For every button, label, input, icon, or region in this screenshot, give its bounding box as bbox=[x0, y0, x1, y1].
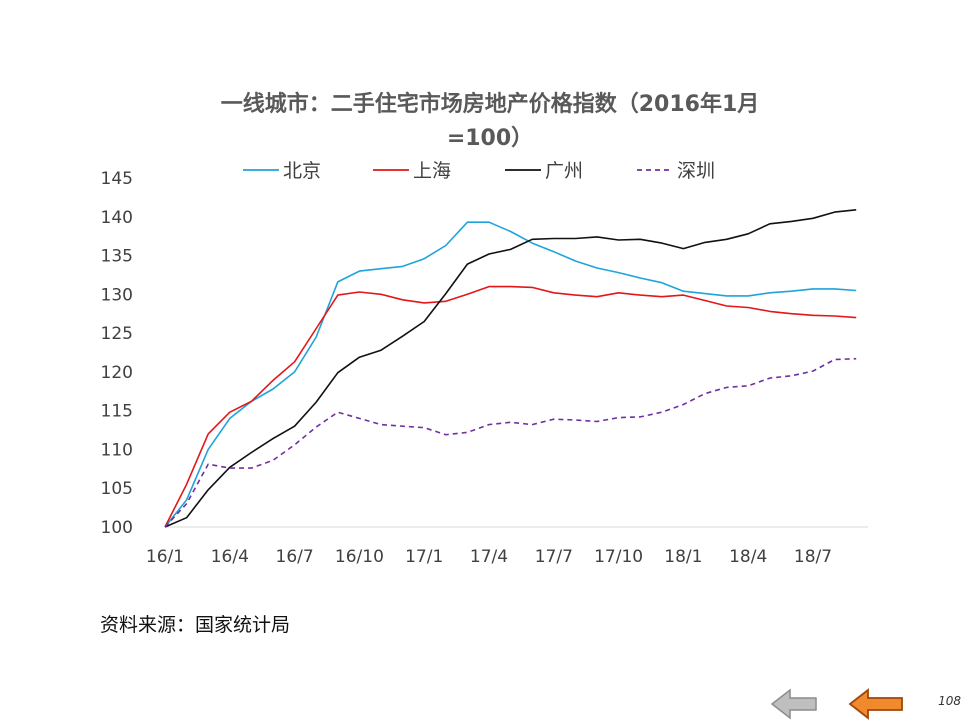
y-tick-label: 115 bbox=[101, 402, 133, 422]
legend-label-广州: 广州 bbox=[545, 160, 583, 182]
legend-label-深圳: 深圳 bbox=[677, 160, 715, 182]
page-number: 108 bbox=[938, 694, 961, 708]
chart-title-line1: 一线城市：二手住宅市场房地产价格指数（2016年1月 bbox=[220, 92, 760, 117]
chart-title: 一线城市：二手住宅市场房地产价格指数（2016年1月 =100） bbox=[160, 88, 820, 156]
y-tick-label: 130 bbox=[101, 285, 133, 305]
x-tick-label: 17/10 bbox=[594, 547, 643, 567]
source-note: 资料来源：国家统计局 bbox=[100, 614, 291, 636]
y-tick-label: 100 bbox=[101, 518, 133, 538]
y-tick-label: 105 bbox=[101, 479, 133, 499]
x-tick-label: 17/4 bbox=[470, 547, 508, 567]
y-tick-label: 145 bbox=[101, 169, 133, 189]
legend-label-上海: 上海 bbox=[413, 160, 451, 182]
back-arrow-icon[interactable] bbox=[770, 688, 818, 720]
y-tick-label: 125 bbox=[101, 324, 133, 344]
series-line-上海 bbox=[164, 285, 857, 528]
x-tick-label: 18/1 bbox=[664, 547, 702, 567]
x-tick-label: 18/4 bbox=[729, 547, 767, 567]
x-tick-label: 16/10 bbox=[335, 547, 384, 567]
series-line-广州 bbox=[164, 209, 857, 528]
chart-title-line2: =100） bbox=[446, 126, 534, 151]
legend-label-北京: 北京 bbox=[283, 160, 321, 182]
y-tick-label: 110 bbox=[101, 440, 133, 460]
x-tick-label: 18/7 bbox=[794, 547, 832, 567]
x-tick-label: 16/7 bbox=[276, 547, 314, 567]
series-line-北京 bbox=[164, 221, 857, 528]
line-chart: 100 105 110 115 120 125 130 135 140 145 16/1 16/4 16… bbox=[101, 160, 868, 567]
y-tick-label: 140 bbox=[101, 208, 133, 228]
x-tick-label: 17/1 bbox=[405, 547, 443, 567]
y-tick-label: 120 bbox=[101, 363, 133, 383]
x-tick-label: 16/4 bbox=[211, 547, 249, 567]
x-tick-label: 16/1 bbox=[146, 547, 184, 567]
next-arrow-icon[interactable] bbox=[848, 688, 904, 720]
y-tick-label: 135 bbox=[101, 247, 133, 267]
x-tick-label: 17/7 bbox=[535, 547, 573, 567]
